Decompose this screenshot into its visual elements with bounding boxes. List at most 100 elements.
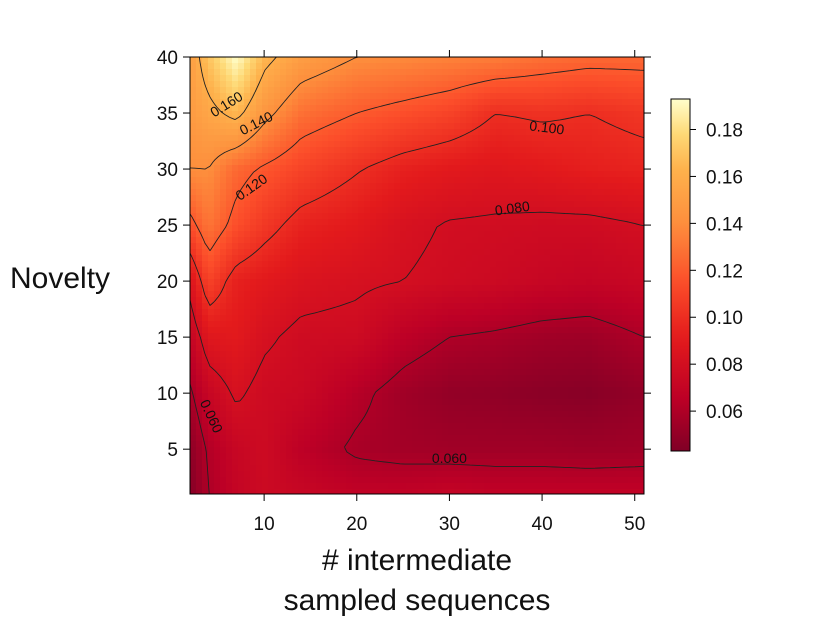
heatmap-cell xyxy=(340,243,347,250)
heatmap-cell xyxy=(526,273,533,280)
heatmap-cell xyxy=(424,165,431,172)
heatmap-cell xyxy=(370,87,377,94)
heatmap-cell xyxy=(526,255,533,262)
heatmap-cell xyxy=(538,87,545,94)
heatmap-cell xyxy=(598,315,605,322)
heatmap-cell xyxy=(418,321,425,328)
heatmap-cell xyxy=(406,297,413,304)
heatmap-cell xyxy=(316,339,323,346)
heatmap-cell xyxy=(526,117,533,124)
heatmap-cell xyxy=(616,87,623,94)
heatmap-cell xyxy=(394,237,401,244)
heatmap-cell xyxy=(454,195,461,202)
heatmap-cell xyxy=(292,213,299,220)
heatmap-cell xyxy=(460,339,467,346)
heatmap-cell xyxy=(346,339,353,346)
heatmap-cell xyxy=(334,165,341,172)
heatmap-cell xyxy=(250,291,257,298)
heatmap-cell xyxy=(352,357,359,364)
heatmap-cell xyxy=(406,303,413,310)
heatmap-cell xyxy=(214,177,221,184)
heatmap-cell xyxy=(214,399,221,406)
heatmap-cell xyxy=(490,81,497,88)
heatmap-cell xyxy=(508,333,515,340)
heatmap-cell xyxy=(280,183,287,190)
heatmap-cell xyxy=(382,405,389,412)
heatmap-cell xyxy=(472,417,479,424)
heatmap-cell xyxy=(364,339,371,346)
heatmap-cell xyxy=(628,303,635,310)
heatmap-cell xyxy=(616,231,623,238)
heatmap-cell xyxy=(334,189,341,196)
heatmap-cell xyxy=(490,93,497,100)
heatmap-cell xyxy=(376,333,383,340)
heatmap-cell xyxy=(478,297,485,304)
heatmap-cell xyxy=(208,399,215,406)
heatmap-cell xyxy=(496,69,503,76)
heatmap-cell xyxy=(634,285,641,292)
heatmap-cell xyxy=(310,99,317,106)
heatmap-cell xyxy=(436,357,443,364)
heatmap-cell xyxy=(520,423,527,430)
heatmap-cell xyxy=(304,435,311,442)
heatmap-cell xyxy=(352,261,359,268)
heatmap-cell xyxy=(394,417,401,424)
heatmap-cell xyxy=(220,165,227,172)
heatmap-cell xyxy=(382,63,389,70)
heatmap-cell xyxy=(370,291,377,298)
heatmap-cell xyxy=(448,417,455,424)
heatmap-cell xyxy=(346,225,353,232)
heatmap-cell xyxy=(226,303,233,310)
heatmap-cell xyxy=(568,57,575,64)
heatmap-cell xyxy=(508,63,515,70)
heatmap-cell xyxy=(382,93,389,100)
heatmap-cell xyxy=(640,387,644,394)
heatmap-cell xyxy=(538,351,545,358)
heatmap-cell xyxy=(238,333,245,340)
heatmap-cell xyxy=(256,405,263,412)
heatmap-cell xyxy=(280,411,287,418)
heatmap-cell xyxy=(424,411,431,418)
heatmap-cell xyxy=(406,279,413,286)
heatmap-cell xyxy=(412,213,419,220)
heatmap-cell xyxy=(364,189,371,196)
heatmap-cell xyxy=(424,219,431,226)
heatmap-cell xyxy=(544,57,551,64)
heatmap-cell xyxy=(352,225,359,232)
heatmap-cell xyxy=(520,219,527,226)
heatmap-cell xyxy=(220,75,227,82)
heatmap-cell xyxy=(526,393,533,400)
heatmap-cell xyxy=(190,201,197,208)
heatmap-cell xyxy=(520,105,527,112)
heatmap-cell xyxy=(208,369,215,376)
heatmap-cell xyxy=(298,273,305,280)
heatmap-cell xyxy=(388,255,395,262)
heatmap-cell xyxy=(202,369,209,376)
heatmap-cell xyxy=(484,411,491,418)
heatmap-cell xyxy=(370,213,377,220)
heatmap-cell xyxy=(616,279,623,286)
heatmap-cell xyxy=(322,81,329,88)
heatmap-cell xyxy=(424,417,431,424)
heatmap-cell xyxy=(334,405,341,412)
heatmap-cell xyxy=(274,87,281,94)
heatmap-cell xyxy=(484,141,491,148)
heatmap-cell xyxy=(640,429,644,436)
heatmap-cell xyxy=(268,249,275,256)
heatmap-cell xyxy=(400,177,407,184)
heatmap-cell xyxy=(250,345,257,352)
heatmap-cell xyxy=(478,273,485,280)
heatmap-cell xyxy=(394,351,401,358)
heatmap-cell xyxy=(610,81,617,88)
heatmap-cell xyxy=(442,405,449,412)
heatmap-cell xyxy=(346,285,353,292)
heatmap-cell xyxy=(382,297,389,304)
heatmap-cell xyxy=(634,429,641,436)
heatmap-cell xyxy=(628,69,635,76)
heatmap-cell xyxy=(478,291,485,298)
heatmap-cell xyxy=(532,411,539,418)
heatmap-cell xyxy=(286,321,293,328)
heatmap-cell xyxy=(550,357,557,364)
heatmap-cell xyxy=(292,219,299,226)
heatmap-cell xyxy=(262,429,269,436)
